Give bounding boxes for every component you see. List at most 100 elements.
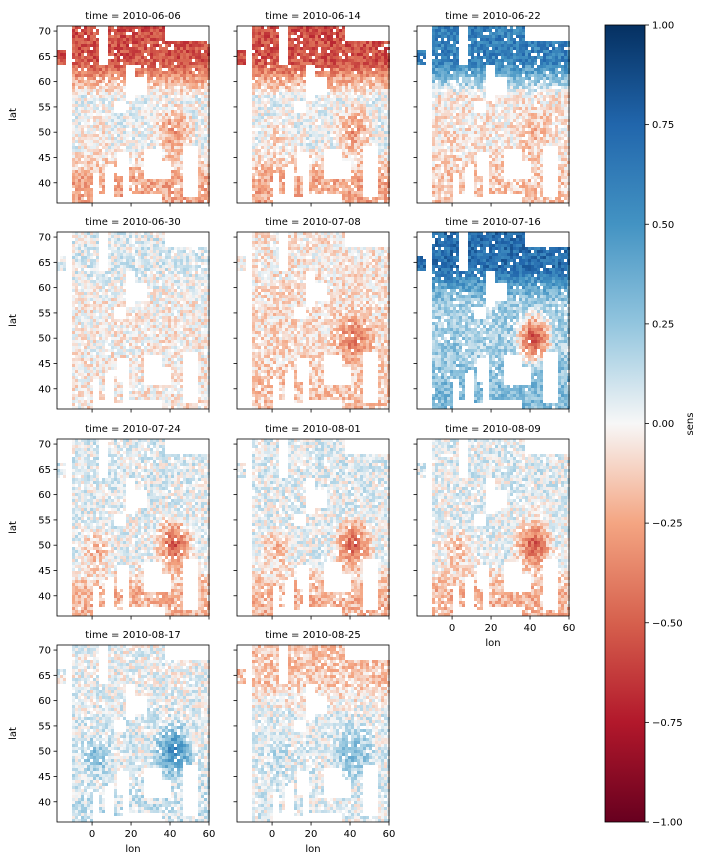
heat-cell [387,158,390,161]
heat-cell [459,86,462,89]
heat-cell [183,104,186,107]
heat-cell [159,89,162,92]
heat-cell [312,101,315,104]
heat-cell [288,161,291,164]
heat-cell [330,191,333,194]
heat-cell [87,77,90,80]
heat-cell [96,122,99,125]
heat-cell [528,62,531,65]
heat-cell [468,35,471,38]
heat-cell [276,83,279,86]
heat-cell [207,182,210,185]
heat-cell [168,107,171,110]
heat-cell [471,53,474,56]
heat-cell [111,134,114,137]
heat-cell [255,167,258,170]
heat-cell [72,182,75,185]
heat-cell [75,44,78,47]
heat-cell [387,89,390,92]
heat-cell [57,56,60,59]
heat-cell [150,56,153,59]
heat-cell [354,116,357,119]
heat-cell [498,41,501,44]
heat-cell [291,152,294,155]
heat-cell [312,158,315,161]
heat-cell [477,89,480,92]
heat-cell [294,152,297,155]
heat-cell [132,38,135,41]
heat-cell [96,134,99,137]
heat-cell [153,68,156,71]
heat-cell [315,44,318,47]
heat-cell [279,152,282,155]
heat-cell [360,173,363,176]
heat-cell [312,161,315,164]
heat-cell [315,35,318,38]
heat-cell [309,185,312,188]
heat-cell [102,155,105,158]
heat-cell [552,68,555,71]
heat-cell [198,140,201,143]
heat-cell [456,65,459,68]
heat-cell [135,191,138,194]
heat-cell [480,32,483,35]
heat-cell [87,140,90,143]
heat-cell [171,137,174,140]
heat-cell [129,107,132,110]
heat-cell [126,143,129,146]
heat-cell [330,26,333,29]
heat-cell [123,35,126,38]
heat-cell [81,65,84,68]
heat-cell [291,107,294,110]
heat-cell [330,80,333,83]
heat-cell [174,65,177,68]
heat-cell [339,38,342,41]
heat-cell [447,59,450,62]
heat-cell [567,68,570,71]
heat-cell [258,68,261,71]
heat-cell [279,86,282,89]
heat-cell [171,143,174,146]
heat-cell [531,59,534,62]
heat-cell [378,170,381,173]
heat-cell [330,107,333,110]
heat-cell [207,98,210,101]
heat-cell [291,92,294,95]
heat-cell [348,50,351,53]
heat-cell [363,140,366,143]
heat-cell [387,92,390,95]
heat-cell [84,149,87,152]
heat-cell [270,194,273,197]
heat-cell [306,146,309,149]
heat-cell [516,59,519,62]
heat-cell [96,146,99,149]
heat-cell [348,137,351,140]
heat-cell [204,86,207,89]
heat-cell [357,74,360,77]
heat-cell [174,194,177,197]
heat-cell [78,188,81,191]
heat-cell [72,50,75,53]
heat-cell [348,77,351,80]
heat-cell [198,98,201,101]
heat-cell [255,26,258,29]
heat-cell [369,143,372,146]
heat-cell [381,176,384,179]
heat-cell [192,86,195,89]
heat-cell [129,56,132,59]
heat-cell [387,107,390,110]
heat-cell [267,86,270,89]
heat-cell [255,65,258,68]
heat-cell [375,128,378,131]
heat-cell [378,134,381,137]
heat-cell [387,173,390,176]
heat-cell [312,143,315,146]
heat-cell [90,41,93,44]
heat-cell [378,77,381,80]
heat-cell [297,65,300,68]
heat-cell [207,149,210,152]
heat-cell [267,167,270,170]
heat-cell [189,101,192,104]
heat-cell [198,65,201,68]
heat-cell [90,68,93,71]
